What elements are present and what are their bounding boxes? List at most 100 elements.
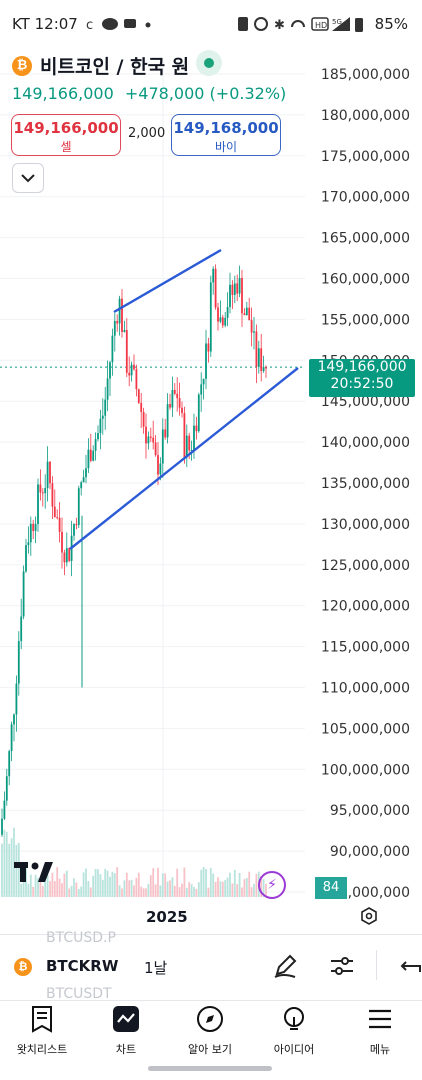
volume-bar [92, 875, 95, 897]
tradingview-logo-icon[interactable] [14, 860, 54, 886]
nav-watchlist[interactable]: 왓치리스트 [0, 1005, 84, 1057]
toolbar-separator [376, 950, 377, 980]
volume-bar [217, 877, 219, 897]
volume-bar [226, 877, 229, 897]
candle-body [257, 348, 260, 367]
candle-body [44, 488, 47, 494]
volume-bar [41, 886, 44, 897]
menu-icon [369, 1009, 391, 1029]
candle-body [265, 367, 267, 369]
volume-bar [195, 888, 198, 897]
drawing-pencil-icon[interactable] [271, 952, 299, 980]
candle-body [238, 278, 241, 294]
sell-label: 셀 [60, 140, 72, 154]
volume-bar [130, 879, 133, 897]
symbol-prev: BTCUSD.P [46, 930, 116, 946]
candle-body [152, 437, 155, 443]
volume-bar [44, 867, 47, 897]
nav-explore[interactable]: 알아 보기 [168, 1005, 252, 1057]
candle-body [236, 283, 239, 294]
volume-bar [231, 883, 234, 897]
collapse-button[interactable] [12, 163, 44, 193]
candle-body [262, 367, 265, 372]
volume-bar [238, 872, 241, 897]
battery-level: 85% [374, 15, 408, 33]
volume-bar [209, 868, 212, 897]
symbol-selector[interactable]: BTCKRW [46, 957, 119, 975]
symbol-title[interactable]: 비트코인 / 한국 원 [40, 56, 190, 78]
status-right-icons: ✱ HD 5G [238, 17, 350, 33]
volume-bar [104, 868, 107, 897]
indicators-sliders-icon[interactable] [328, 952, 356, 980]
buy-button[interactable]: 149,168,000 바이 [171, 114, 281, 156]
candle-body [118, 298, 121, 324]
volume-value: 84 [315, 877, 347, 899]
sell-price: 149,166,000 [13, 119, 119, 137]
price-chart[interactable]: 185,000,000 180,000,000 175,000,000 170,000… [0, 40, 422, 910]
sell-button[interactable]: 149,166,000 셀 [11, 114, 121, 156]
nav-label: 메뉴 [369, 1043, 391, 1056]
candle-body [85, 468, 87, 478]
candle-body [248, 307, 251, 321]
compass-icon [197, 1006, 223, 1032]
volume-bar [166, 881, 169, 897]
y-axis-tick: 110,000,000 [321, 681, 410, 697]
candle-body [243, 313, 246, 316]
candle-body [39, 484, 42, 493]
volume-bar [121, 888, 123, 897]
volume-bar [255, 873, 258, 897]
candle-body [149, 436, 152, 438]
nav-label: 왓치리스트 [16, 1043, 68, 1056]
candle-body [207, 343, 210, 352]
volume-bar [164, 873, 167, 897]
candle-body [233, 283, 236, 295]
y-axis-tick: 180,000,000 [321, 108, 410, 124]
volume-bar [207, 887, 210, 897]
candle-body [80, 482, 83, 489]
svg-text:5G: 5G [332, 18, 342, 26]
x-axis-year: 2025 [146, 908, 188, 926]
volume-bar [97, 869, 99, 897]
undo-arrow-icon[interactable] [400, 956, 422, 976]
nav-menu[interactable]: 메뉴 [338, 1005, 422, 1057]
candle-body [65, 548, 68, 563]
y-axis-tick: 170,000,000 [321, 190, 410, 206]
volume-bar [188, 882, 191, 897]
resistance-trendline [113, 248, 222, 314]
volume-bar [63, 873, 66, 897]
candle-body [49, 461, 51, 484]
volume-bar [253, 883, 255, 897]
candle-body [226, 306, 229, 318]
volume-bar [99, 874, 102, 897]
last-price: 149,166,000 [317, 359, 407, 375]
candle-body [142, 411, 145, 427]
volume-bar [106, 870, 109, 897]
chart-settings-icon[interactable] [360, 907, 378, 925]
candle-body [8, 751, 11, 777]
volume-bar [87, 881, 90, 897]
interval-selector[interactable]: 1날 [144, 959, 168, 977]
volume-bar [176, 868, 179, 897]
candle-body [159, 463, 162, 475]
candle-body [231, 284, 234, 295]
watchlist-icon [32, 1006, 52, 1033]
nav-chart[interactable]: 차트 [84, 1005, 168, 1057]
candle-body [178, 398, 181, 408]
volume-bar [56, 867, 59, 897]
volume-bar [109, 876, 111, 897]
nav-ideas[interactable]: 아이디어 [252, 1005, 336, 1057]
svg-text:✱: ✱ [274, 18, 285, 33]
volume-bar [8, 843, 11, 897]
candle-body [113, 320, 116, 336]
divider [0, 1000, 422, 1001]
lightning-icon[interactable]: ⚡ [258, 871, 286, 899]
candle-body [193, 425, 195, 450]
candle-body [188, 435, 191, 451]
volume-bar [197, 882, 200, 897]
candle-body [197, 394, 200, 432]
candle-body [173, 389, 176, 394]
home-indicator [148, 1066, 272, 1071]
volume-bar [183, 867, 186, 897]
candle-body [253, 331, 255, 333]
volume-bar [77, 888, 80, 897]
